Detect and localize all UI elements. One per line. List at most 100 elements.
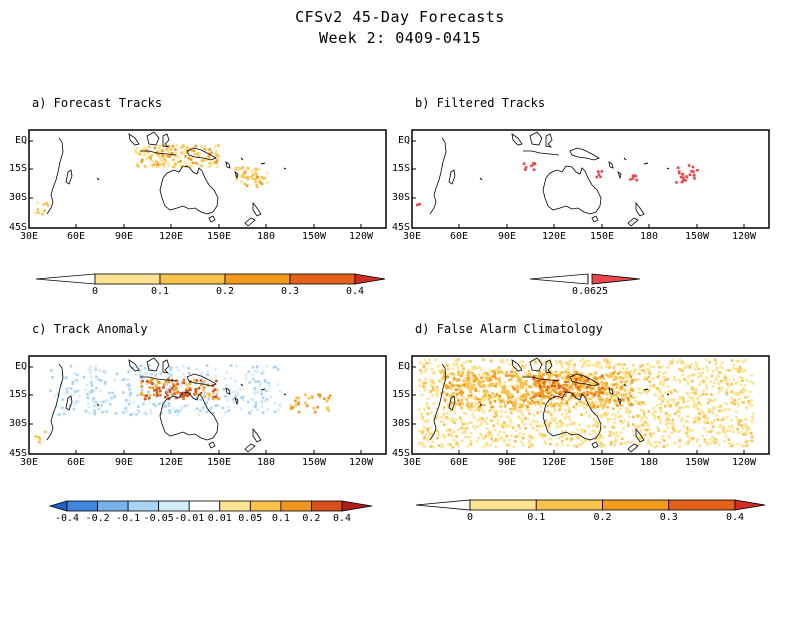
track-cell [489, 400, 493, 404]
track-cell [540, 385, 544, 389]
track-cell [592, 387, 596, 390]
track-cell [542, 396, 546, 400]
colorbar-label: 0.01 [208, 513, 232, 524]
track-cell [495, 410, 499, 413]
track-cell [582, 393, 586, 397]
track-cell [565, 401, 568, 405]
track-cell [579, 372, 582, 376]
track-cell [457, 358, 460, 361]
track-cell [487, 433, 491, 436]
track-cell [545, 410, 548, 413]
track-cell [464, 431, 467, 434]
track-cell [618, 414, 622, 418]
track-cell [423, 381, 426, 385]
track-cell [652, 377, 655, 380]
track-cell [143, 153, 146, 157]
track-cell [435, 407, 438, 410]
track-cell [459, 416, 462, 420]
track-cell [678, 171, 681, 175]
track-cell [475, 367, 478, 370]
track-cell [435, 429, 438, 432]
track-cell [582, 387, 585, 390]
track-cell [239, 387, 242, 391]
track-cell [713, 406, 717, 409]
track-cell [253, 369, 257, 373]
track-cell [474, 387, 478, 390]
track-cell [181, 150, 185, 153]
track-cell [544, 419, 548, 422]
track-cell [600, 380, 604, 384]
track-cell [567, 374, 571, 377]
track-cell [481, 437, 485, 440]
track-cell [629, 375, 632, 378]
track-cell [698, 372, 701, 375]
track-cell [252, 170, 256, 173]
track-cell [515, 371, 518, 374]
track-cell [723, 374, 727, 377]
track-cell [152, 163, 155, 167]
track-cell [521, 436, 525, 440]
track-cell [665, 423, 668, 426]
track-cell [711, 411, 714, 415]
track-cell [590, 392, 594, 395]
track-cell [528, 373, 531, 376]
track-cell [520, 405, 523, 409]
track-cell [474, 397, 478, 400]
track-cell [504, 410, 507, 414]
track-cell [609, 417, 612, 421]
track-cell [175, 149, 178, 152]
track-cell [548, 370, 551, 374]
track-cell [575, 371, 579, 374]
track-cell [326, 406, 330, 410]
track-cell [474, 389, 477, 392]
track-cell [485, 427, 489, 430]
track-cell [636, 414, 639, 418]
track-cell [208, 394, 211, 398]
track-cell [673, 402, 677, 405]
track-cell [128, 399, 132, 403]
track-cell [155, 385, 158, 388]
track-cell [559, 373, 562, 377]
colorbar-box [289, 273, 356, 285]
track-cell [539, 385, 542, 389]
track-cell [722, 425, 725, 429]
track-cell [469, 387, 472, 390]
track-cell [657, 373, 661, 377]
track-cell [416, 203, 419, 207]
track-cell [509, 434, 513, 437]
track-cell [520, 398, 524, 401]
track-cell [425, 404, 429, 408]
track-cell [671, 424, 674, 427]
track-cell [539, 398, 543, 402]
track-cell [150, 372, 153, 376]
track-cell [599, 365, 602, 369]
track-cell [189, 158, 193, 161]
track-cell [155, 383, 158, 387]
track-cell [740, 376, 744, 380]
panel-a-colorbar: 0 0.1 0.2 0.3 0.4 [35, 273, 386, 297]
track-cell [637, 372, 641, 375]
track-cell [474, 427, 477, 430]
track-cell [610, 375, 614, 378]
track-cell [639, 430, 643, 433]
panel-d-colorbar: 0 0.1 0.2 0.3 0.4 [415, 499, 766, 523]
track-cell [639, 419, 643, 422]
track-cell [541, 434, 545, 437]
track-cell [664, 378, 668, 382]
track-cell [676, 390, 679, 394]
track-cell [750, 435, 754, 439]
track-cell [709, 430, 712, 433]
track-cell [161, 154, 165, 158]
track-cell [159, 156, 162, 160]
track-cell [564, 412, 568, 415]
track-cell [601, 383, 604, 386]
track-cell [451, 430, 454, 434]
track-cell [216, 404, 219, 407]
track-cell [485, 376, 489, 380]
track-cell [613, 426, 616, 430]
track-cell [476, 398, 480, 401]
track-cell [241, 166, 245, 169]
track-cell [625, 396, 629, 399]
track-cell [453, 411, 457, 415]
track-cell [445, 393, 449, 396]
